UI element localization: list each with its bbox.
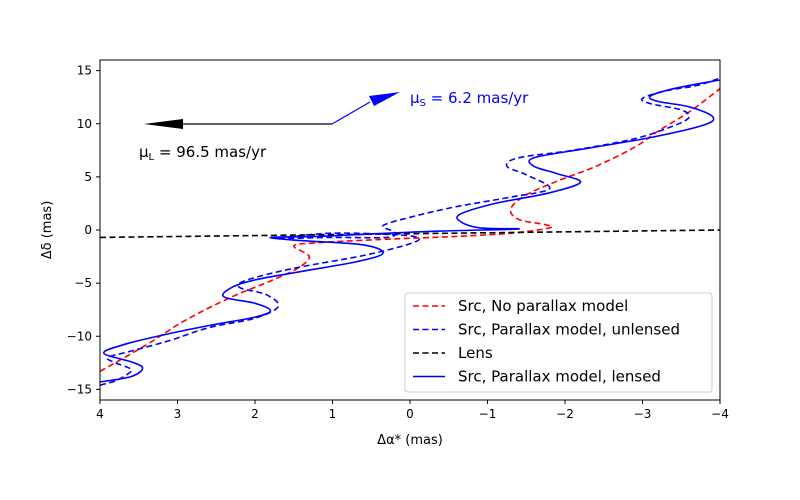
x-tick-label: −4 [711,407,729,421]
x-tick-label: 0 [406,407,414,421]
legend-box [404,292,713,393]
legend-entry-src-no-parallax-model: Src, No parallax model [413,297,628,315]
y-tick-label: −15 [67,382,92,396]
legend-label: Src, No parallax model [458,297,628,315]
x-tick-label: 3 [174,407,182,421]
legend-entry-lens: Lens [413,344,493,362]
y-tick-label: 0 [84,223,92,237]
series-line-lens [100,229,720,239]
lens-proper-motion-label: μL = 96.5 mas/yr [139,143,267,163]
source-proper-motion-label: μS = 6.2 mas/yr [410,89,529,109]
x-tick-label: 2 [251,407,259,421]
legend-entries: Src, No parallax model Src, Parallax mode… [413,297,680,386]
y-axis-label: Δδ (mas) [40,201,55,260]
legend-label: Src, Parallax model, lensed [458,368,661,386]
y-tick-label: −5 [74,276,92,290]
x-tick-label: −2 [556,407,574,421]
source-proper-motion-arrow [331,92,400,125]
legend-label: Lens [458,344,493,362]
x-axis-label: Δα* (mas) [377,433,443,448]
legend: Src, No parallax model Src, Parallax mode… [404,292,713,393]
legend-label: Src, Parallax model, unlensed [458,321,680,339]
x-tick-label: −3 [634,407,652,421]
series-line-src-parallax-model-lensed [100,79,720,383]
y-tick-label: 15 [77,64,92,78]
y-tick-label: −10 [67,329,92,343]
y-axis-ticks: 15 10 5 0 −5 −10 −15 [67,64,100,396]
legend-entry-src-parallax-model-unlensed: Src, Parallax model, unlensed [413,321,680,339]
x-tick-label: 1 [329,407,337,421]
series-layer [100,77,720,386]
x-tick-label: −1 [479,407,497,421]
y-tick-label: 5 [84,170,92,184]
x-axis-ticks: 4 3 2 1 0 −1 −2 −3 −4 [96,400,729,421]
legend-entry-src-parallax-model-lensed: Src, Parallax model, lensed [413,368,661,386]
lens-proper-motion-arrow [144,119,332,129]
x-tick-label: 4 [96,407,104,421]
y-tick-label: 10 [77,117,92,131]
